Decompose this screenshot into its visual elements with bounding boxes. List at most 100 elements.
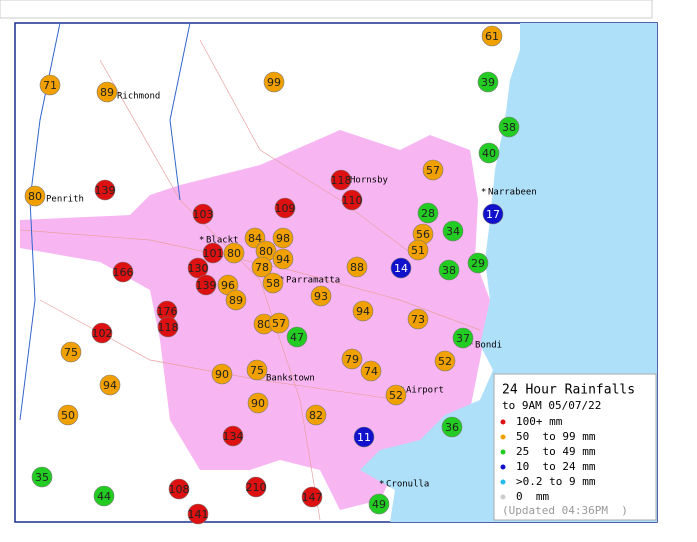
rain-marker — [467, 252, 489, 274]
place-label: Hornsby — [350, 176, 389, 186]
rain-value: 101 — [203, 247, 224, 260]
rain-marker — [477, 71, 499, 93]
rain-marker — [407, 239, 429, 261]
rain-value: 118 — [331, 174, 352, 187]
place-star: * — [199, 236, 204, 246]
rain-value: 37 — [456, 332, 470, 345]
rain-marker — [272, 248, 294, 270]
place-label: Narrabeen — [488, 188, 537, 198]
rain-value: 47 — [290, 331, 304, 344]
rain-value: 80 — [227, 247, 241, 260]
rain-value: 108 — [169, 483, 190, 496]
rain-value: 38 — [442, 264, 456, 277]
place-label: Richmond — [117, 92, 160, 102]
rain-marker — [251, 256, 273, 278]
rain-marker — [301, 486, 323, 508]
rain-marker — [442, 220, 464, 242]
rain-value: 28 — [421, 207, 435, 220]
rain-value: 39 — [481, 76, 495, 89]
rain-value: 74 — [364, 365, 378, 378]
legend-dot — [500, 449, 506, 455]
rain-value: 130 — [188, 262, 209, 275]
rain-marker — [434, 350, 456, 372]
rain-value: 38 — [502, 121, 516, 134]
rain-marker — [422, 159, 444, 181]
rain-value: 51 — [411, 244, 425, 257]
rain-marker — [286, 326, 308, 348]
rain-value: 40 — [482, 147, 496, 160]
rain-value: 58 — [266, 277, 280, 290]
rain-marker — [91, 322, 113, 344]
rain-marker — [360, 360, 382, 382]
rain-value: 57 — [426, 164, 440, 177]
rain-value: 61 — [485, 30, 499, 43]
rain-value: 90 — [215, 368, 229, 381]
rain-marker — [353, 426, 375, 448]
rain-marker — [478, 142, 500, 164]
rain-value: 110 — [342, 194, 363, 207]
rain-marker — [498, 116, 520, 138]
rain-value: 52 — [438, 355, 452, 368]
rain-marker — [223, 242, 245, 264]
rain-value: 75 — [250, 364, 264, 377]
rain-value: 103 — [193, 208, 214, 221]
legend-updated: (Updated 04:36PM ) — [502, 504, 628, 517]
rain-value: 14 — [394, 262, 408, 275]
rain-marker — [57, 404, 79, 426]
rain-marker — [452, 327, 474, 349]
rain-marker — [60, 341, 82, 363]
rain-marker — [246, 359, 268, 381]
rain-value: 35 — [35, 471, 49, 484]
rain-value: 147 — [302, 491, 323, 504]
place-label: Parramatta — [286, 276, 340, 286]
rain-value: 134 — [223, 430, 244, 443]
rain-marker — [192, 203, 214, 225]
rain-marker — [211, 363, 233, 385]
rain-marker — [195, 274, 217, 296]
rain-marker — [272, 227, 294, 249]
rain-marker — [481, 25, 503, 47]
place-label: Bondi — [475, 341, 502, 351]
rain-marker — [187, 503, 209, 525]
rain-value: 102 — [92, 327, 113, 340]
rain-marker — [222, 425, 244, 447]
rain-value: 94 — [276, 253, 290, 266]
rain-marker — [245, 476, 267, 498]
rain-value: 56 — [416, 228, 430, 241]
rain-marker — [352, 300, 374, 322]
rain-marker — [168, 478, 190, 500]
rain-value: 79 — [345, 353, 359, 366]
place-star: * — [481, 188, 486, 198]
legend-dot — [500, 479, 506, 485]
rain-marker — [247, 392, 269, 414]
rain-marker — [187, 257, 209, 279]
place-label: Cronulla — [386, 480, 429, 490]
rain-marker — [157, 316, 179, 338]
rain-marker — [305, 404, 327, 426]
legend-label: 50 to 99 mm — [516, 430, 596, 443]
rain-value: 176 — [157, 305, 178, 318]
rain-marker — [310, 285, 332, 307]
rain-value: 36 — [445, 421, 459, 434]
legend-subtitle: to 9AM 05/07/22 — [502, 399, 601, 412]
place-label: Blackt — [206, 236, 239, 246]
rain-marker — [346, 256, 368, 278]
rain-value: 109 — [275, 202, 296, 215]
rain-value: 88 — [350, 261, 364, 274]
rain-value: 49 — [372, 498, 386, 511]
legend-dot — [500, 494, 506, 500]
rain-marker — [274, 197, 296, 219]
legend-label: 25 to 49 mm — [516, 445, 596, 458]
rain-value: 84 — [248, 232, 262, 245]
rain-marker — [96, 81, 118, 103]
place-label: Bankstown — [266, 374, 315, 384]
rain-value: 210 — [246, 481, 267, 494]
rain-value: 89 — [100, 86, 114, 99]
legend-dot — [500, 464, 506, 470]
rain-marker — [31, 466, 53, 488]
rain-value: 98 — [276, 232, 290, 245]
rain-value: 80 — [259, 245, 273, 258]
rain-value: 94 — [356, 305, 370, 318]
rain-marker — [112, 261, 134, 283]
rain-marker — [341, 348, 363, 370]
